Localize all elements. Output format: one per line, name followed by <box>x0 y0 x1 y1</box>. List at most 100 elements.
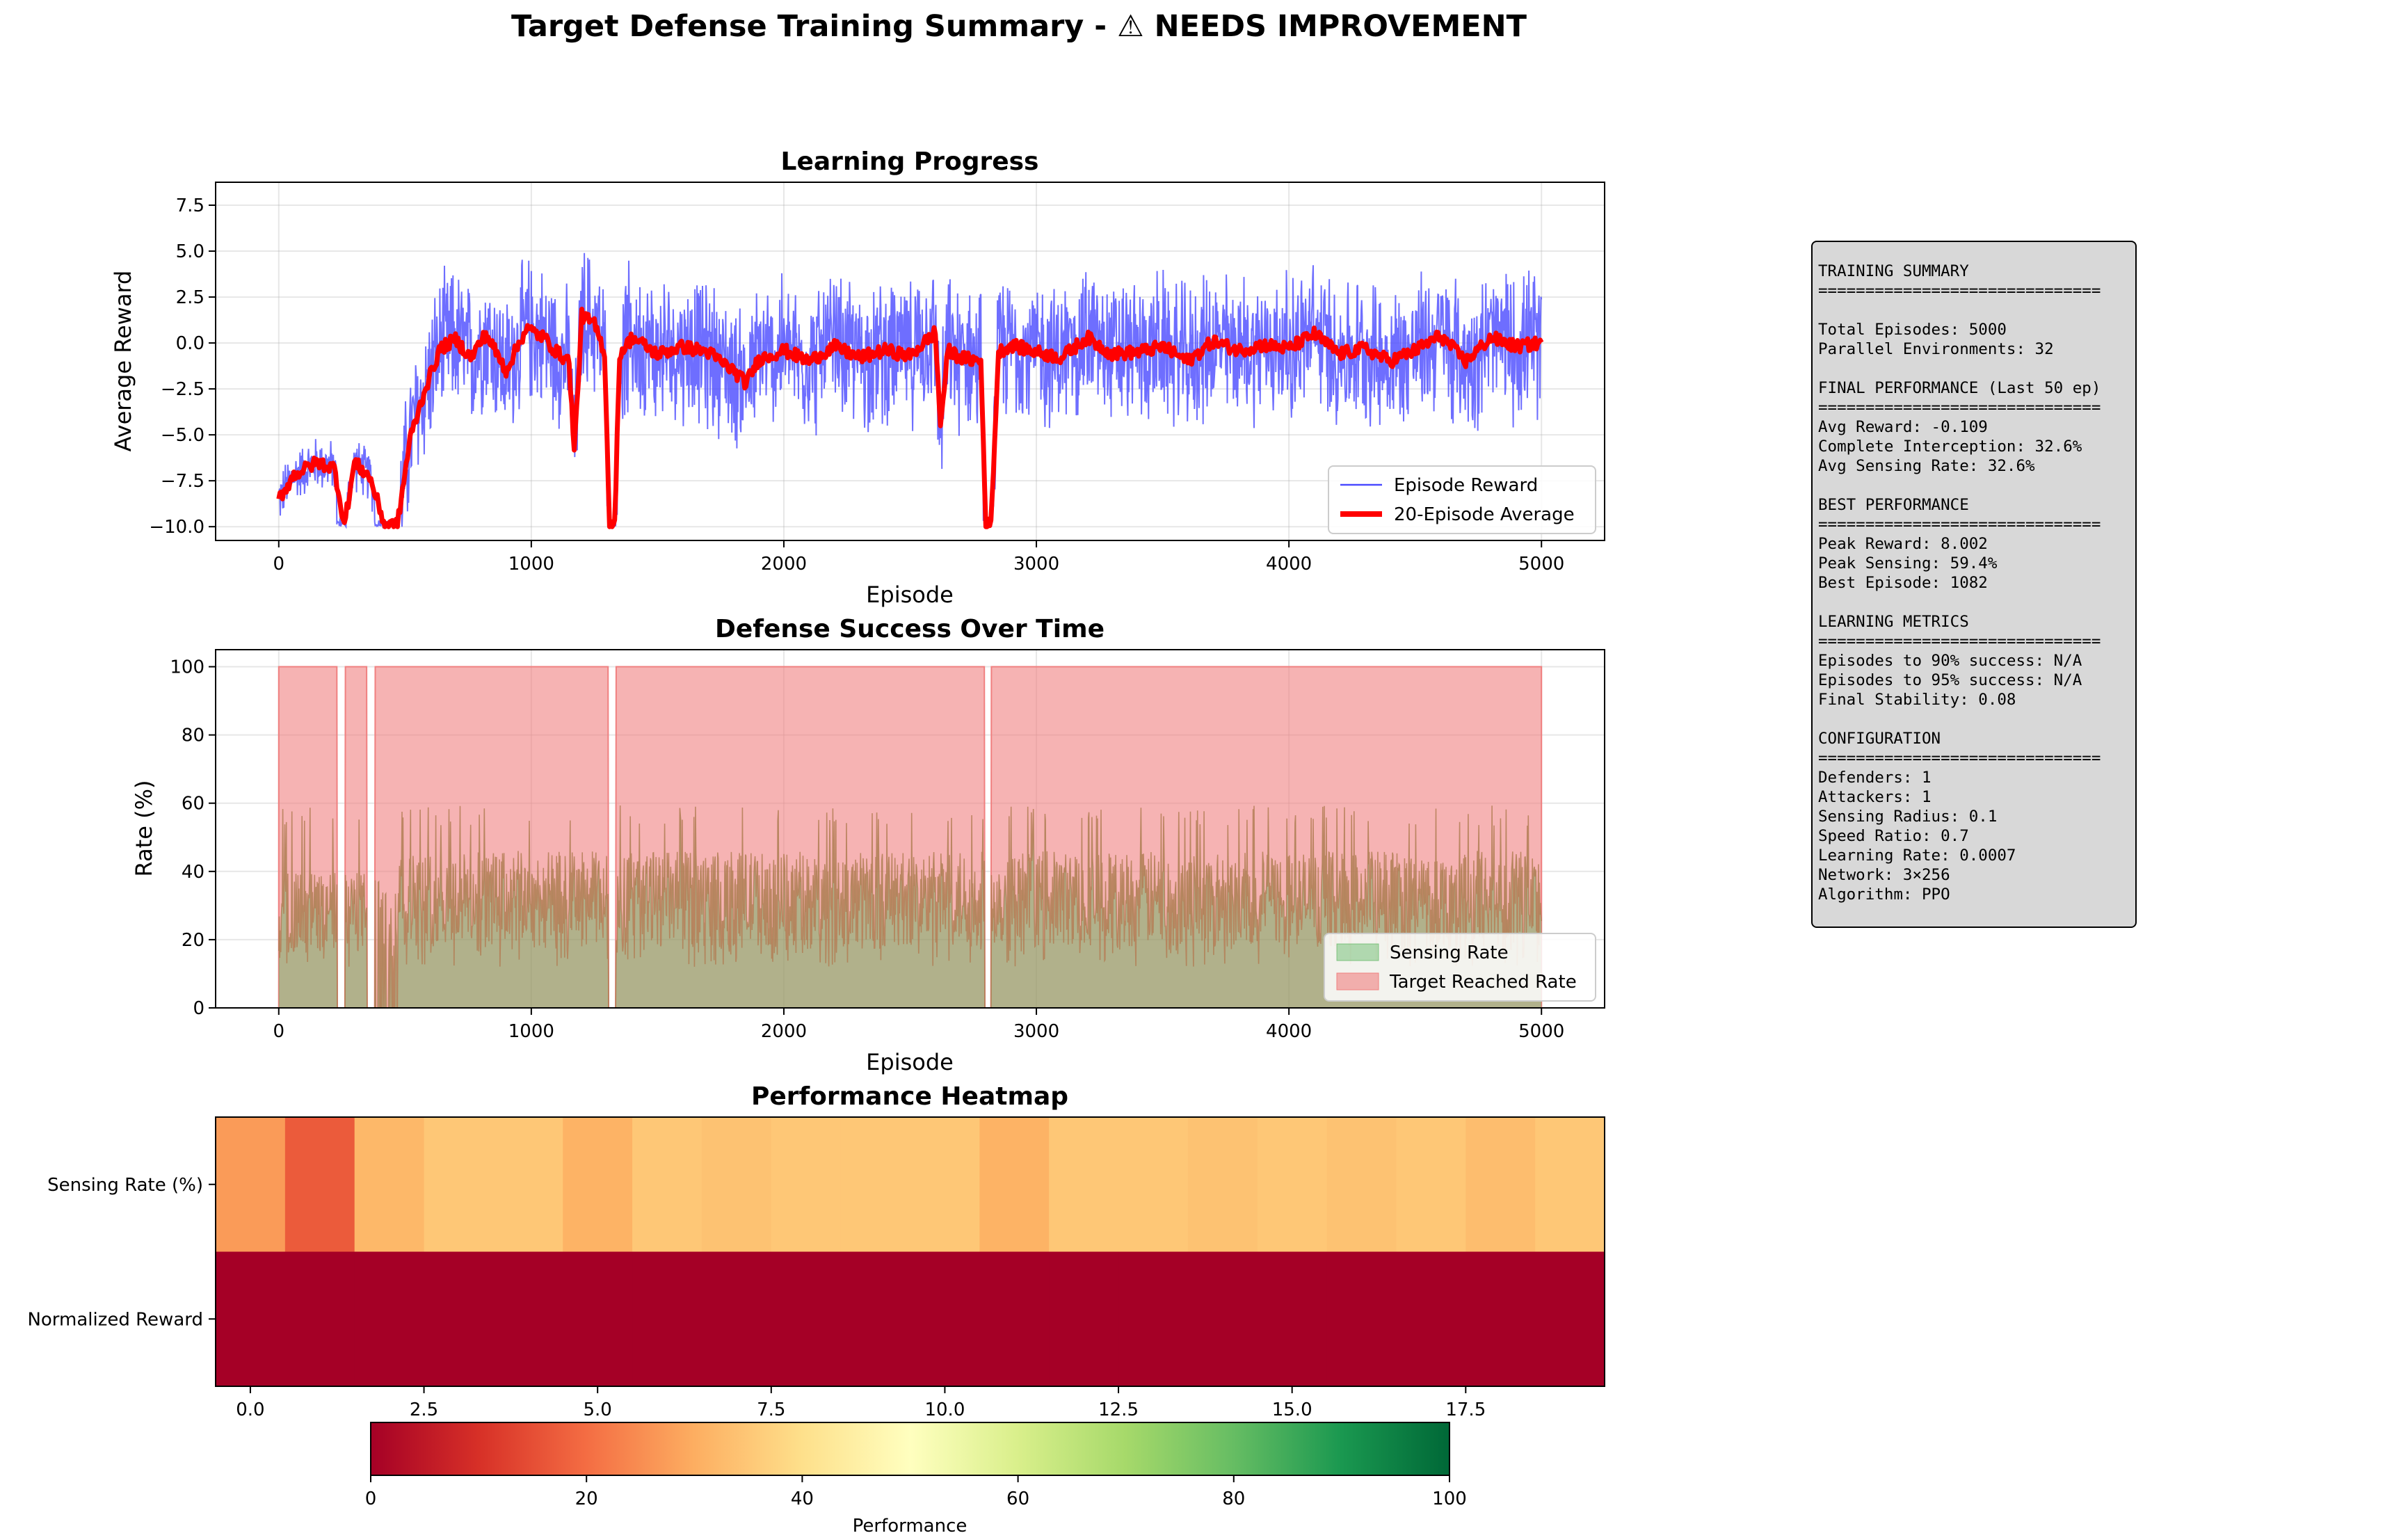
learning-progress-title: Learning Progress <box>781 147 1039 176</box>
heatmap-cell <box>1326 1251 1397 1387</box>
x-tick-label: 15.0 <box>1272 1399 1312 1420</box>
x-tick-label: 5.0 <box>583 1399 611 1420</box>
heatmap-cell <box>284 1117 355 1253</box>
colorbar-tick-label: 100 <box>1432 1489 1467 1509</box>
heatmap-cell <box>1118 1251 1189 1387</box>
heatmap-cell <box>216 1251 286 1387</box>
y-tick-label: 0.0 <box>176 333 204 354</box>
summary-line: Network: 3×256 <box>1818 866 1950 884</box>
legend: Sensing Rate Target Reached Rate <box>1324 933 1596 1002</box>
heatmap-cell <box>1118 1117 1189 1253</box>
heatmap-cell <box>1257 1117 1328 1253</box>
y-tick-label: 2.5 <box>176 287 204 308</box>
defense-success-title: Defense Success Over Time <box>715 615 1105 643</box>
heatmap-cell <box>354 1251 425 1387</box>
x-tick-label: 5000 <box>1518 1021 1564 1042</box>
summary-line: Episodes to 90% success: N/A <box>1818 652 2082 670</box>
y-tick-label: 20 <box>182 930 204 951</box>
y-tick-label: 60 <box>182 794 204 815</box>
plot-frame <box>215 649 1605 1009</box>
series-20-episode-average <box>276 306 1544 529</box>
figure-title: Target Defense Training Summary - ⚠ NEED… <box>511 9 1527 44</box>
x-tick-label: 12.5 <box>1098 1399 1139 1420</box>
summary-divider: ============================== <box>1818 399 2101 417</box>
summary-divider: ============================== <box>1818 749 2101 767</box>
summary-spacer <box>1818 593 2135 612</box>
y-tick-label: 7.5 <box>176 195 204 216</box>
legend-swatch-sensing-rate <box>1336 943 1379 961</box>
x-tick-label: 7.5 <box>757 1399 785 1420</box>
legend-label-target-reached-rate: Target Reached Rate <box>1389 972 1577 993</box>
summary-line: Episodes to 95% success: N/A <box>1818 671 2082 689</box>
summary-spacer <box>1818 359 2135 378</box>
x-tick-label: 1000 <box>508 554 554 575</box>
summary-line: Total Episodes: 5000 <box>1818 321 2007 339</box>
y-tick-label: −7.5 <box>161 471 204 492</box>
heatmap-cell <box>771 1251 842 1387</box>
heatmap-cell <box>1187 1251 1258 1387</box>
heatmap-cell <box>1465 1251 1536 1387</box>
legend-label-moving-average: 20-Episode Average <box>1394 504 1575 525</box>
y-tick-label: −5.0 <box>161 425 204 446</box>
x-tick-label: 2.5 <box>410 1399 438 1420</box>
summary-line: Speed Ratio: 0.7 <box>1818 827 1969 845</box>
y-tick-label: 5.0 <box>176 241 204 262</box>
heatmap-frame <box>215 1116 1605 1387</box>
x-tick-label: 2000 <box>761 554 807 575</box>
heatmap-cell <box>632 1251 702 1387</box>
heatmap-cell <box>424 1251 494 1387</box>
y-tick-label: 80 <box>182 725 204 746</box>
summary-line: Attackers: 1 <box>1818 788 1932 806</box>
legend-label-episode-reward: Episode Reward <box>1394 475 1538 496</box>
summary-line: BEST PERFORMANCE <box>1818 496 1969 514</box>
heatmap-cell <box>632 1117 702 1253</box>
x-tick-label: 0 <box>273 1021 284 1042</box>
x-tick-label: 4000 <box>1266 554 1312 575</box>
performance-heatmap: Performance Heatmap Sensing Rate (%) Norm… <box>27 1082 1605 1537</box>
heatmap-row-label: Normalized Reward <box>27 1309 203 1330</box>
summary-line: Parallel Environments: 32 <box>1818 340 2054 358</box>
legend: Episode Reward 20-Episode Average <box>1328 465 1596 534</box>
heatmap-cell <box>1326 1117 1397 1253</box>
y-tick-label: 40 <box>182 862 204 883</box>
heatmap-title: Performance Heatmap <box>751 1082 1068 1111</box>
x-tick-label: 3000 <box>1013 554 1059 575</box>
x-tick-label: 1000 <box>508 1021 554 1042</box>
y-axis-label: Average Reward <box>110 271 136 452</box>
defense-success-chart: Defense Success Over Time 0 1000 2000 3000 4… <box>131 615 1605 1075</box>
heatmap-row-label: Sensing Rate (%) <box>47 1175 203 1196</box>
heatmap-cell <box>910 1251 980 1387</box>
heatmap-cell <box>840 1117 911 1253</box>
x-tick-label: 0.0 <box>236 1399 264 1420</box>
heatmap-cell <box>1535 1251 1605 1387</box>
summary-line: Complete Interception: 32.6% <box>1818 438 2082 456</box>
summary-line: Peak Sensing: 59.4% <box>1818 554 1998 572</box>
summary-divider: ============================== <box>1818 515 2101 534</box>
summary-divider: ============================== <box>1818 282 2101 300</box>
x-tick-label: 5000 <box>1518 554 1564 575</box>
heatmap-cell <box>216 1117 286 1253</box>
summary-line: Peak Reward: 8.002 <box>1818 535 1988 553</box>
summary-line: LEARNING METRICS <box>1818 613 1969 631</box>
x-axis-label: Episode <box>866 1049 954 1075</box>
training-summary-panel: TRAINING SUMMARY ========================… <box>1811 241 2137 928</box>
heatmap-cell <box>1049 1251 1119 1387</box>
summary-divider: ============================== <box>1818 632 2101 650</box>
summary-spacer <box>1818 709 2135 729</box>
heatmap-cell <box>1465 1117 1536 1253</box>
colorbar-tick-label: 20 <box>575 1489 598 1509</box>
summary-line: Defenders: 1 <box>1818 769 1932 787</box>
x-tick-label: 17.5 <box>1445 1399 1486 1420</box>
summary-spacer <box>1818 300 2135 320</box>
legend-swatch-target-reached-rate <box>1336 972 1379 990</box>
colorbar-tick-label: 0 <box>365 1489 377 1509</box>
summary-line: CONFIGURATION <box>1818 730 1941 748</box>
x-tick-label: 2000 <box>761 1021 807 1042</box>
summary-line: TRAINING SUMMARY <box>1818 262 1969 280</box>
series-sensing-rate <box>278 805 1542 1008</box>
heatmap-cell <box>1257 1251 1328 1387</box>
legend-label-sensing-rate: Sensing Rate <box>1390 943 1509 963</box>
heatmap-cell <box>424 1117 494 1253</box>
heatmap-cell <box>840 1251 911 1387</box>
